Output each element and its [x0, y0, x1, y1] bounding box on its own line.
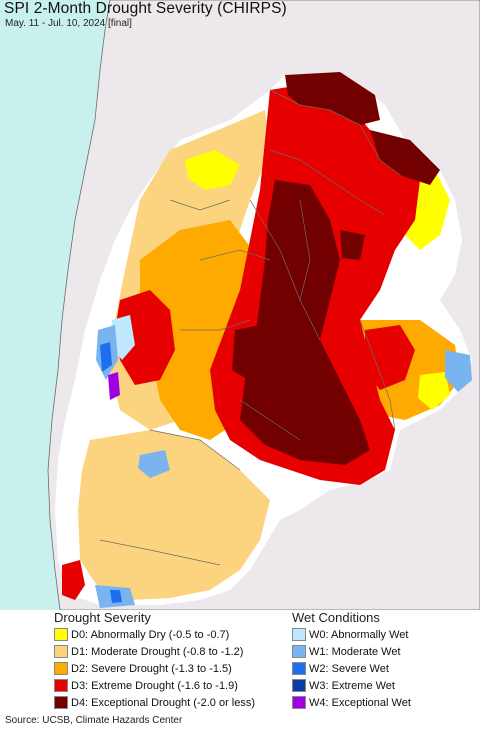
zone-w4-west: [108, 372, 120, 400]
legend-item-d1: D1: Moderate Drought (-0.8 to -1.2): [54, 643, 243, 660]
zone-d3-southwest: [62, 560, 85, 600]
legend-label-d2: D2: Severe Drought (-1.3 to -1.5): [71, 662, 232, 675]
zone-d3-east: [365, 325, 415, 390]
map-subtitle: May. 11 - Jul. 10, 2024 [final]: [5, 18, 132, 29]
zone-w2-southwest: [110, 590, 122, 603]
zone-d4-core: [240, 180, 370, 465]
legend-label-w4: W4: Exceptional Wet: [309, 696, 411, 709]
legend-label-d3: D3: Extreme Drought (-1.6 to -1.9): [71, 679, 238, 692]
zone-w1-east: [445, 350, 472, 392]
legend-label-w0: W0: Abnormally Wet: [309, 628, 409, 641]
zone-d4-east: [340, 230, 365, 260]
legend-swatch-d1: [54, 645, 68, 658]
legend-item-w2: W2: Severe Wet: [292, 660, 389, 677]
map-canvas: [0, 0, 480, 610]
legend-label-d4: D4: Exceptional Drought (-2.0 or less): [71, 696, 256, 709]
legend-swatch-d2: [54, 662, 68, 675]
legend-label-d1: D1: Moderate Drought (-0.8 to -1.2): [71, 645, 244, 658]
zone-d1-south: [78, 430, 270, 600]
legend-item-w4: W4: Exceptional Wet: [292, 694, 411, 711]
zone-d4-west: [232, 325, 262, 380]
drought-legend-heading: Drought Severity: [54, 610, 151, 625]
legend-item-w0: W0: Abnormally Wet: [292, 626, 408, 643]
legend-swatch-w1: [292, 645, 306, 658]
legend-swatch-d3: [54, 679, 68, 692]
legend-label-w3: W3: Extreme Wet: [309, 679, 395, 692]
legend-item-d2: D2: Severe Drought (-1.3 to -1.5): [54, 660, 232, 677]
legend-item-w1: W1: Moderate Wet: [292, 643, 401, 660]
zone-d3-west: [115, 290, 175, 385]
zone-w1-south: [138, 450, 170, 478]
legend-swatch-d4: [54, 696, 68, 709]
political-borders: [99, 89, 401, 566]
legend-swatch-d0: [54, 628, 68, 641]
legend-item-d0: D0: Abnormally Dry (-0.5 to -0.7): [54, 626, 229, 643]
legend-item-d4: D4: Exceptional Drought (-2.0 or less): [54, 694, 255, 711]
legend-swatch-w2: [292, 662, 306, 675]
wet-legend-heading: Wet Conditions: [292, 610, 380, 625]
legend-swatch-w0: [292, 628, 306, 641]
legend-label-d0: D0: Abnormally Dry (-0.5 to -0.7): [71, 628, 230, 641]
legend-label-w2: W2: Severe Wet: [309, 662, 389, 675]
legend-swatch-w4: [292, 696, 306, 709]
zone-d0-southeast: [418, 372, 450, 410]
zone-d0-north: [185, 150, 240, 190]
legend-item-d3: D3: Extreme Drought (-1.6 to -1.9): [54, 677, 238, 694]
zone-d4-north: [285, 72, 380, 125]
zone-d4-northeast: [370, 130, 440, 185]
legend-swatch-w3: [292, 679, 306, 692]
drought-map: SPI 2-Month Drought Severity (CHIRPS) Ma…: [0, 0, 480, 610]
map-title: SPI 2-Month Drought Severity (CHIRPS): [4, 0, 287, 17]
zone-w2-west: [100, 342, 112, 372]
legend-item-w3: W3: Extreme Wet: [292, 677, 395, 694]
legend-label-w1: W1: Moderate Wet: [309, 645, 401, 658]
source-credit: Source: UCSB, Climate Hazards Center: [5, 715, 183, 726]
